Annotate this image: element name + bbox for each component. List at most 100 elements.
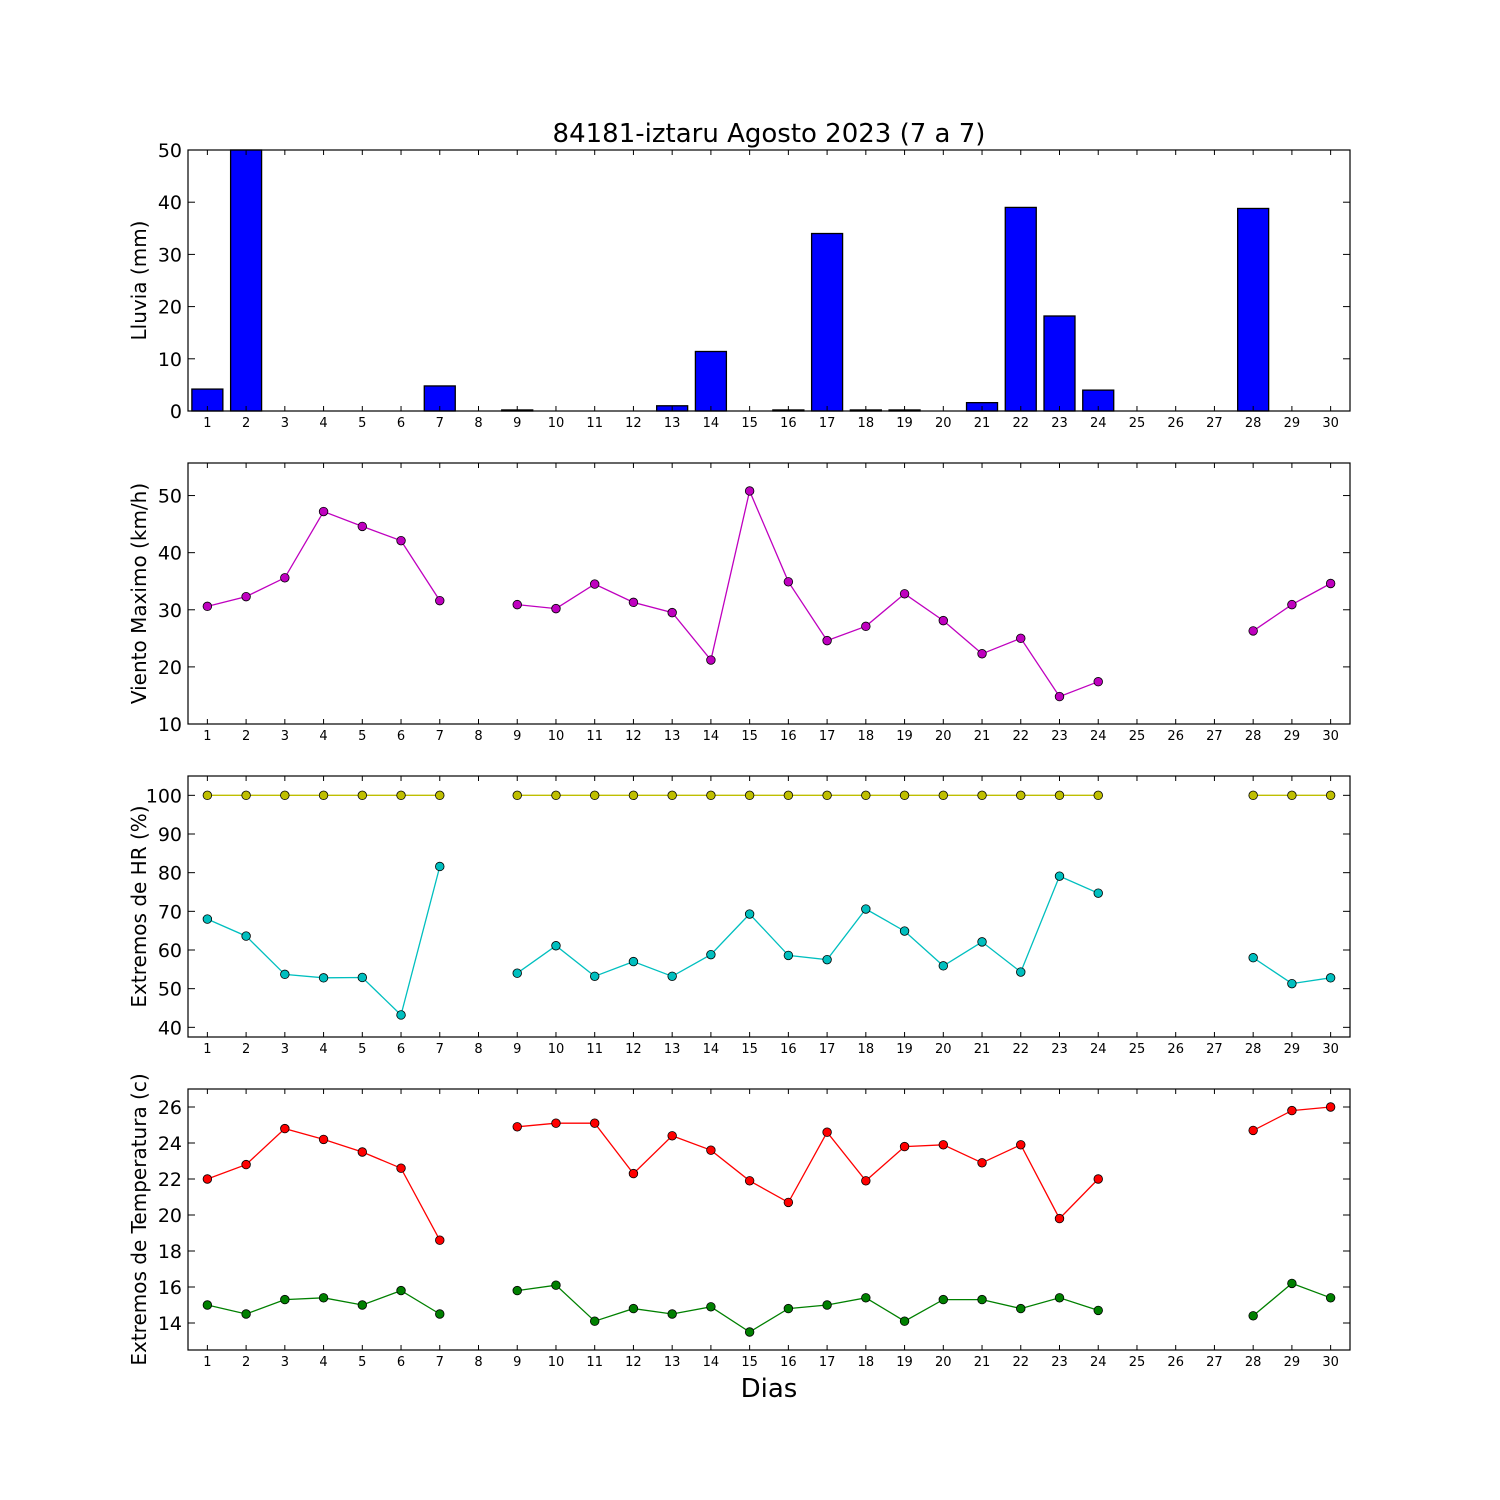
y-tick-label: 18 [158, 1241, 182, 1263]
point-series-2-day-9 [512, 968, 522, 978]
x-tick-label: 27 [1206, 1355, 1223, 1370]
x-tick-label: 25 [1129, 1355, 1146, 1370]
x-tick-label: 14 [703, 416, 720, 431]
y-tick-label: 50 [158, 486, 182, 508]
bar-day-23 [1043, 315, 1076, 412]
point-series-2-day-2 [241, 1309, 251, 1319]
point-series-1-day-29 [1287, 1105, 1297, 1116]
point-series-1-day-3 [280, 1123, 290, 1134]
y-tick-label: 10 [158, 349, 182, 371]
point-series-2-day-15 [744, 909, 755, 919]
point-series-2-day-17 [822, 1300, 832, 1310]
axes-frame [187, 462, 1351, 725]
x-tick-label: 20 [935, 729, 952, 744]
point-series-2-day-3 [280, 969, 290, 980]
point-series-2-day-6 [396, 1285, 406, 1296]
x-tick-label: 13 [664, 1355, 681, 1370]
point-series-1-day-24 [1093, 1174, 1103, 1184]
point-series-2-day-4 [318, 1293, 329, 1303]
y-tick-label: 40 [158, 1017, 182, 1039]
x-tick-label: 15 [741, 416, 758, 431]
y-tick-label: 30 [158, 244, 182, 266]
y-axis-label: Lluvia (mm) [127, 221, 151, 341]
x-tick-label: 26 [1167, 416, 1184, 431]
x-tick-label: 12 [625, 1042, 642, 1057]
point-series-2-day-19 [899, 1316, 910, 1326]
x-tick-label: 19 [896, 1042, 913, 1057]
x-tick-label: 9 [513, 416, 521, 431]
point-series-1-day-1 [202, 601, 213, 612]
x-tick-label: 3 [281, 1355, 289, 1370]
point-series-1-day-9 [512, 1122, 522, 1132]
x-tick-label: 9 [513, 1042, 521, 1057]
x-tick-label: 27 [1206, 1042, 1223, 1057]
bar-day-22 [1004, 206, 1037, 412]
point-series-1-day-7 [435, 1235, 445, 1245]
x-tick-label: 10 [548, 1355, 565, 1370]
point-series-1-day-10 [551, 790, 561, 801]
x-tick-label: 27 [1206, 729, 1223, 744]
point-series-1-day-2 [241, 591, 251, 602]
point-series-1-day-22 [1016, 1140, 1026, 1150]
y-tick-label: 16 [158, 1277, 182, 1299]
point-series-1-day-18 [861, 621, 871, 632]
x-tick-label: 18 [858, 1355, 875, 1370]
point-series-1-day-4 [318, 506, 329, 517]
point-series-1-day-16 [783, 1197, 794, 1208]
x-tick-label: 29 [1284, 729, 1301, 744]
x-tick-label: 5 [358, 1355, 366, 1370]
point-series-2-day-29 [1287, 1278, 1297, 1289]
point-series-1-day-14 [706, 655, 716, 665]
x-tick-label: 15 [741, 729, 758, 744]
x-tick-label: 11 [586, 729, 603, 744]
x-tick-label: 3 [281, 1042, 289, 1057]
x-tick-label: 24 [1090, 729, 1107, 744]
y-tick-label: 0 [170, 401, 182, 423]
point-series-2-day-16 [783, 1303, 794, 1314]
point-series-1-day-24 [1093, 790, 1103, 801]
point-series-1-day-15 [744, 486, 755, 496]
point-series-2-day-23 [1054, 1293, 1065, 1303]
x-tick-label: 29 [1284, 1042, 1301, 1057]
x-tick-label: 1 [203, 1042, 211, 1057]
point-series-1-day-2 [241, 790, 251, 801]
chart-title: 84181-iztaru Agosto 2023 (7 a 7) [553, 119, 986, 149]
x-tick-label: 24 [1090, 1042, 1107, 1057]
x-tick-label: 28 [1245, 729, 1262, 744]
series-line-1 [207, 1106, 1331, 1241]
x-tick-label: 4 [319, 416, 327, 431]
x-tick-label: 11 [586, 416, 603, 431]
x-tick-label: 17 [819, 1355, 836, 1370]
x-tick-label: 12 [625, 1355, 642, 1370]
x-tick-label: 10 [548, 1042, 565, 1057]
point-series-2-day-13 [667, 971, 677, 981]
y-axis-label: Extremos de Temperatura (c) [127, 1073, 151, 1365]
point-series-2-day-10 [551, 1280, 561, 1290]
point-series-1-day-29 [1287, 790, 1297, 801]
point-series-2-day-5 [357, 972, 368, 983]
x-tick-label: 10 [548, 729, 565, 744]
point-series-1-day-15 [744, 1176, 755, 1186]
x-tick-label: 23 [1051, 1042, 1068, 1057]
x-tick-label: 21 [974, 1355, 991, 1370]
x-tick-label: 16 [780, 1042, 797, 1057]
x-tick-label: 4 [319, 729, 327, 744]
x-tick-label: 25 [1129, 416, 1146, 431]
x-tick-label: 3 [281, 729, 289, 744]
point-series-1-day-10 [551, 1118, 561, 1128]
point-series-2-day-1 [202, 914, 213, 924]
point-series-2-day-13 [667, 1309, 677, 1319]
point-series-2-day-24 [1093, 1305, 1103, 1316]
x-tick-label: 21 [974, 416, 991, 431]
x-tick-label: 4 [319, 1355, 327, 1370]
point-series-2-day-18 [861, 1293, 871, 1303]
y-tick-label: 80 [158, 863, 182, 885]
point-series-2-day-2 [241, 931, 251, 941]
x-tick-label: 28 [1245, 1355, 1262, 1370]
point-series-1-day-17 [822, 1127, 832, 1137]
x-tick-label: 9 [513, 1355, 521, 1370]
point-series-1-day-23 [1054, 691, 1065, 702]
point-series-2-day-21 [977, 937, 987, 947]
